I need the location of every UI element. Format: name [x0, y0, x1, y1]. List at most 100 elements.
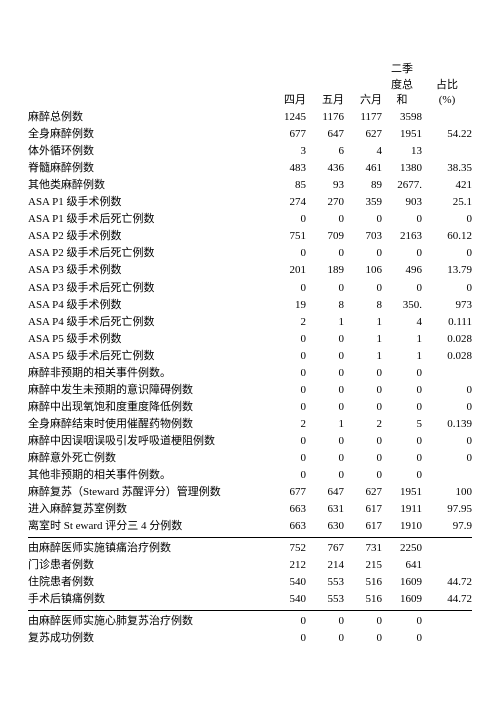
header-row-2: 度总 占比	[28, 76, 472, 92]
table-row: ASA P4 级手术后死亡例数21140.111	[28, 314, 472, 331]
cell-apr: 677	[268, 126, 306, 143]
cell-q2: 0	[382, 630, 422, 647]
cell-apr: 663	[268, 501, 306, 518]
cell-pct: 0	[422, 399, 472, 416]
cell-jun: 627	[344, 126, 382, 143]
cell-q2: 1910	[382, 518, 422, 535]
cell-may: 0	[306, 211, 344, 228]
table-row: 离室时 St eward 评分三 4 分例数663630617191097.9	[28, 518, 472, 535]
cell-jun: 0	[344, 280, 382, 297]
row-label: 全身麻醉结束时使用催醒药物例数	[28, 416, 268, 433]
table-row: ASA P1 级手术例数27427035990325.1	[28, 194, 472, 211]
cell-may: 0	[306, 433, 344, 450]
row-label: ASA P2 级手术例数	[28, 228, 268, 245]
cell-pct	[422, 365, 472, 382]
cell-may: 0	[306, 365, 344, 382]
table-row: ASA P1 级手术后死亡例数00000	[28, 211, 472, 228]
cell-pct: 0	[422, 382, 472, 399]
cell-may: 0	[306, 613, 344, 630]
cell-q2: 496	[382, 262, 422, 279]
table-row: 全身麻醉例数677647627195154.22	[28, 126, 472, 143]
cell-q2: 1609	[382, 574, 422, 591]
jun-header: 六月	[344, 92, 382, 109]
cell-q2: 0	[382, 382, 422, 399]
cell-may: 0	[306, 467, 344, 484]
cell-may: 631	[306, 501, 344, 518]
cell-q2: 4	[382, 314, 422, 331]
cell-pct: 0.028	[422, 331, 472, 348]
cell-jun: 516	[344, 591, 382, 608]
cell-jun: 1	[344, 331, 382, 348]
cell-may: 553	[306, 591, 344, 608]
row-label: 麻醉中出现氧饱和度重度降低例数	[28, 399, 268, 416]
cell-may: 6	[306, 143, 344, 160]
cell-pct: 0	[422, 433, 472, 450]
table-row: ASA P5 级手术后死亡例数00110.028	[28, 348, 472, 365]
cell-q2: 641	[382, 557, 422, 574]
cell-apr: 212	[268, 557, 306, 574]
cell-jun: 627	[344, 484, 382, 501]
cell-may: 647	[306, 126, 344, 143]
cell-apr: 0	[268, 211, 306, 228]
cell-pct: 44.72	[422, 591, 472, 608]
data-table: 二季 度总 占比 四月 五月 六月 和 (%) 麻醉总例数12451176117…	[28, 60, 472, 648]
cell-apr: 3	[268, 143, 306, 160]
cell-jun: 1	[344, 314, 382, 331]
table-row: 脊髓麻醉例数483436461138038.35	[28, 160, 472, 177]
cell-pct: 421	[422, 177, 472, 194]
cell-apr: 540	[268, 591, 306, 608]
cell-may: 0	[306, 348, 344, 365]
pct-header-2: (%)	[422, 92, 472, 109]
row-label: 手术后镇痛例数	[28, 591, 268, 608]
group3-rows: 由麻醉医师实施心肺复苏治疗例数0000复苏成功例数0000	[28, 613, 472, 647]
cell-q2: 1951	[382, 126, 422, 143]
cell-apr: 0	[268, 399, 306, 416]
cell-jun: 0	[344, 382, 382, 399]
cell-may: 553	[306, 574, 344, 591]
cell-jun: 1	[344, 348, 382, 365]
cell-pct: 97.9	[422, 518, 472, 535]
cell-may: 1176	[306, 109, 344, 126]
cell-jun: 516	[344, 574, 382, 591]
cell-q2: 3598	[382, 109, 422, 126]
cell-pct	[422, 540, 472, 557]
cell-apr: 2	[268, 314, 306, 331]
cell-apr: 0	[268, 467, 306, 484]
cell-q2: 13	[382, 143, 422, 160]
row-label: ASA P5 级手术例数	[28, 331, 268, 348]
cell-apr: 663	[268, 518, 306, 535]
cell-jun: 2	[344, 416, 382, 433]
cell-jun: 359	[344, 194, 382, 211]
cell-q2: 903	[382, 194, 422, 211]
table-row: 麻醉中出现氧饱和度重度降低例数00000	[28, 399, 472, 416]
cell-may: 630	[306, 518, 344, 535]
cell-pct: 0	[422, 450, 472, 467]
cell-may: 0	[306, 280, 344, 297]
cell-pct: 0	[422, 245, 472, 262]
group2-rows: 由麻醉医师实施镇痛治疗例数7527677312250门诊患者例数21221421…	[28, 540, 472, 608]
cell-pct	[422, 143, 472, 160]
cell-apr: 0	[268, 450, 306, 467]
cell-apr: 2	[268, 416, 306, 433]
table-row: ASA P3 级手术例数20118910649613.79	[28, 262, 472, 279]
cell-apr: 0	[268, 245, 306, 262]
cell-pct: 0.111	[422, 314, 472, 331]
cell-jun: 8	[344, 297, 382, 314]
cell-apr: 0	[268, 331, 306, 348]
row-label: 由麻醉医师实施心肺复苏治疗例数	[28, 613, 268, 630]
table-row: ASA P3 级手术后死亡例数00000	[28, 280, 472, 297]
cell-pct: 54.22	[422, 126, 472, 143]
cell-apr: 0	[268, 280, 306, 297]
row-label: 门诊患者例数	[28, 557, 268, 574]
table-row: 手术后镇痛例数540553516160944.72	[28, 591, 472, 608]
main-rows: 麻醉总例数1245117611773598全身麻醉例数6776476271951…	[28, 109, 472, 535]
cell-may: 0	[306, 450, 344, 467]
cell-jun: 0	[344, 433, 382, 450]
cell-pct: 0	[422, 280, 472, 297]
row-label: 全身麻醉例数	[28, 126, 268, 143]
cell-jun: 106	[344, 262, 382, 279]
cell-pct	[422, 109, 472, 126]
cell-may: 0	[306, 630, 344, 647]
cell-apr: 677	[268, 484, 306, 501]
row-label: 住院患者例数	[28, 574, 268, 591]
